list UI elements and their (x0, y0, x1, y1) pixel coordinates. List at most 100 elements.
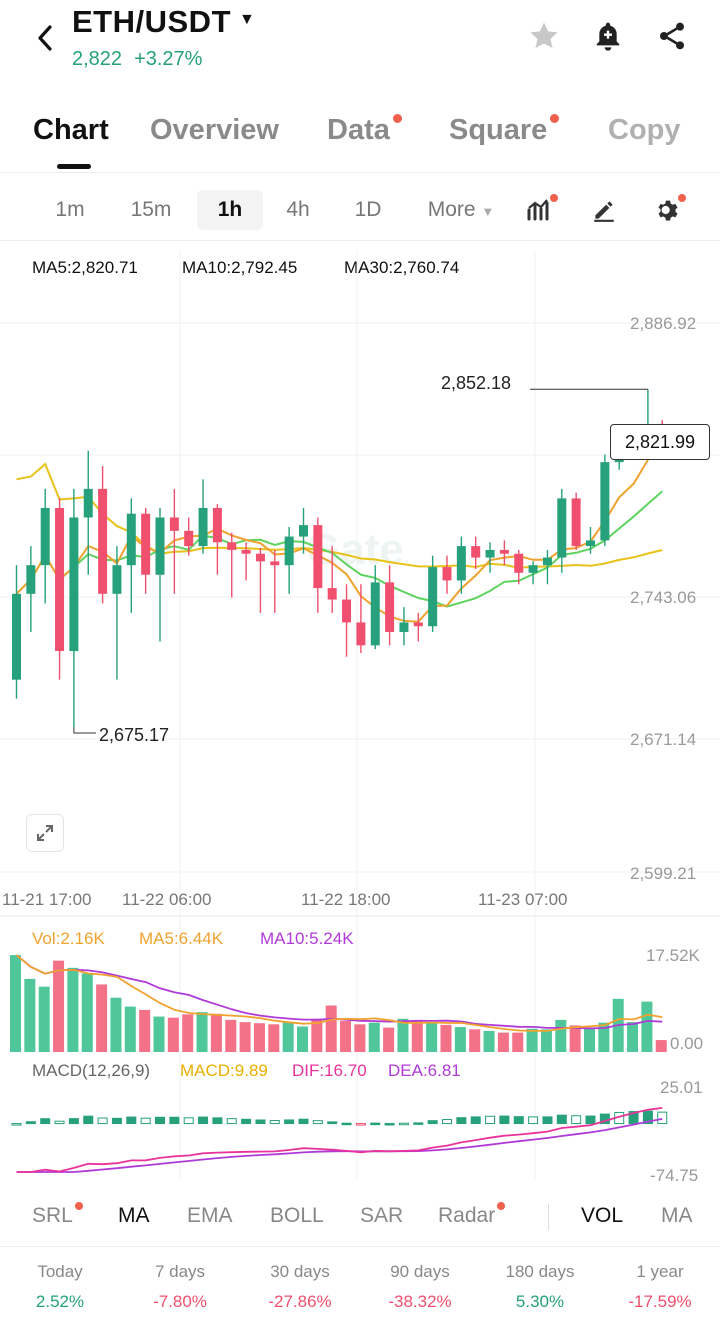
macd-bar (111, 1117, 122, 1125)
tab-data[interactable]: Data (327, 114, 402, 147)
candle-body (485, 549, 495, 558)
perf-value: -17.59% (628, 1292, 692, 1311)
perf-label: 180 days (505, 1262, 575, 1281)
settings-gear-icon[interactable] (648, 190, 688, 230)
macd-bar (54, 1120, 65, 1125)
candle-body (212, 507, 222, 543)
active-tab-indicator (57, 164, 91, 169)
volume-bar (96, 984, 108, 1052)
volume-bar (469, 1029, 481, 1052)
candle-body (342, 599, 352, 623)
volume-bar (196, 1012, 208, 1052)
low-leader-line (73, 727, 96, 734)
macd-bar (585, 1115, 596, 1125)
pair-selector[interactable]: ETH/USDT ▼ (72, 4, 255, 40)
indicator-boll[interactable]: BOLL (270, 1204, 324, 1228)
volume-bar (641, 1001, 653, 1052)
candles (12, 389, 667, 728)
indicator-label: MA (118, 1204, 150, 1227)
perf-label: 1 year (636, 1262, 684, 1281)
tab-label: Chart (33, 114, 109, 146)
notification-dot (678, 194, 686, 202)
candle-body (528, 565, 538, 573)
volume-bar (81, 973, 93, 1052)
indicator-sar[interactable]: SAR (360, 1204, 403, 1228)
macd-bar (499, 1115, 510, 1125)
indicator-macd[interactable]: MA (661, 1204, 711, 1228)
timeframe-1m[interactable]: 1m (55, 198, 85, 221)
star-icon[interactable] (526, 18, 562, 54)
tab-overview[interactable]: Overview (150, 114, 279, 147)
volume-bar (497, 1032, 509, 1052)
candle-body (471, 546, 481, 558)
macd-bar (140, 1117, 151, 1125)
indicator-ema[interactable]: EMA (187, 1204, 233, 1228)
vol-label: Vol:2.16K (32, 929, 105, 948)
indicator-label: MA (661, 1204, 693, 1227)
price-chart[interactable]: Gate (0, 240, 720, 1190)
macd-bar (298, 1118, 309, 1125)
tab-label: Data (327, 114, 390, 146)
tab-copy[interactable]: Copy (608, 114, 681, 147)
timeframe-1d[interactable]: 1D (354, 198, 382, 221)
back-arrow-icon[interactable] (30, 18, 60, 58)
volume-bar (340, 1020, 352, 1052)
indicator-srl[interactable]: SRL (32, 1202, 83, 1228)
indicator-ma[interactable]: MA (118, 1204, 150, 1228)
vol-axis-bottom: 0.00 (670, 1034, 704, 1053)
dif-value: DIF:16.70 (292, 1061, 367, 1080)
tab-square[interactable]: Square (449, 114, 560, 147)
notification-dot (74, 1202, 83, 1210)
volume-bar (239, 1022, 251, 1052)
macd-bar (312, 1120, 323, 1125)
volume-bar (454, 1027, 466, 1052)
price-tick: 2,671.14 (630, 730, 697, 749)
indicator-icon[interactable] (520, 190, 560, 230)
timeframe-more[interactable]: More ▼ (416, 190, 506, 230)
candle-body (155, 517, 165, 575)
macd-bar (241, 1118, 252, 1125)
draw-pen-icon[interactable] (584, 190, 624, 230)
last-price: 2,822 (72, 48, 123, 70)
notification-dot (497, 1202, 506, 1210)
perf-1y: 1 year -17.59% (600, 1262, 720, 1312)
candle-body (428, 567, 438, 627)
perf-label: 30 days (270, 1262, 330, 1281)
macd-bar (212, 1117, 223, 1125)
volume-bar (53, 960, 65, 1052)
candle-body (456, 546, 466, 581)
macd-bar (198, 1116, 209, 1125)
volume-bar (153, 1016, 165, 1052)
perf-value: -7.80% (153, 1292, 207, 1311)
volume-bar (584, 1028, 595, 1052)
volume-bar (282, 1022, 294, 1052)
timeframe-4h[interactable]: 4h (286, 198, 310, 221)
volume-bar (540, 1029, 552, 1052)
perf-value: 2.52% (35, 1292, 85, 1311)
indicator-vol[interactable]: VOL (581, 1204, 623, 1228)
expand-fullscreen-icon[interactable] (26, 814, 64, 852)
candle-body (442, 567, 452, 581)
candle-body (557, 498, 567, 558)
perf-label: 90 days (390, 1262, 450, 1281)
timeframe-1h[interactable]: 1h (197, 190, 263, 230)
macd-axis-bottom: -74.75 (650, 1166, 699, 1185)
macd-bar (398, 1122, 409, 1126)
macd-bar (327, 1121, 338, 1125)
current-price-tag: 2,821.99 (610, 424, 710, 460)
macd-title: MACD(12,26,9) (32, 1061, 151, 1080)
macd-bar (528, 1116, 539, 1125)
indicator-label: SRL (32, 1204, 73, 1227)
volume-bar (225, 1019, 237, 1052)
macd-bar (370, 1122, 381, 1126)
volume-bar (627, 1022, 639, 1052)
tab-chart[interactable]: Chart (33, 114, 109, 147)
bell-icon[interactable] (590, 18, 626, 54)
tab-label: Copy (608, 114, 681, 146)
share-icon[interactable] (654, 18, 690, 54)
macd-bar (442, 1119, 452, 1125)
candle-body (83, 488, 93, 518)
timeframe-15m[interactable]: 15m (130, 198, 172, 221)
indicator-radar[interactable]: Radar (438, 1202, 506, 1228)
indicator-label: SAR (360, 1204, 404, 1227)
